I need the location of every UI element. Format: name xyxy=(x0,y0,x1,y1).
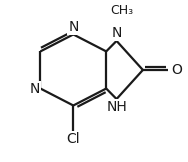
Text: CH₃: CH₃ xyxy=(111,4,134,17)
Text: O: O xyxy=(171,63,182,77)
Text: NH: NH xyxy=(106,100,127,114)
Text: N: N xyxy=(30,81,40,96)
Text: N: N xyxy=(111,26,122,40)
Text: Cl: Cl xyxy=(67,132,80,146)
Text: N: N xyxy=(68,20,79,34)
